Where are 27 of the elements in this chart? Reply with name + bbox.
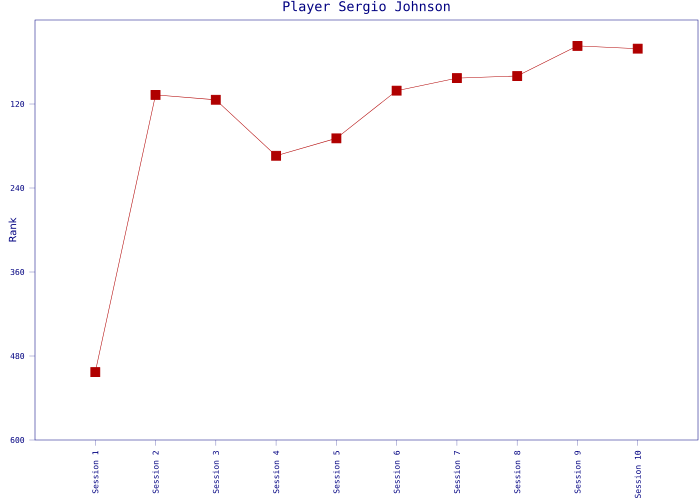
point bbox=[331, 133, 342, 144]
point bbox=[90, 367, 100, 378]
chart-title: Player Sergio Johnson bbox=[283, 0, 450, 14]
y-tick-label: 360 bbox=[10, 268, 24, 276]
point bbox=[452, 73, 462, 84]
point bbox=[632, 44, 643, 54]
x-tick-label: Session 8 bbox=[514, 450, 520, 494]
x-tick-label: Session 10 bbox=[634, 450, 641, 498]
x-tick-label: Session 7 bbox=[454, 451, 460, 494]
y-axis-title: Rank bbox=[8, 218, 16, 242]
x-tick-label: Session 3 bbox=[212, 451, 219, 494]
x-tick-label: Session 5 bbox=[333, 451, 340, 494]
point bbox=[210, 94, 221, 105]
x-tick-label: Session 1 bbox=[92, 450, 98, 494]
x-tick-label: Session 6 bbox=[394, 450, 400, 494]
y-tick-label: 240 bbox=[10, 184, 24, 192]
y-tick-label: 120 bbox=[11, 100, 24, 108]
point bbox=[572, 40, 582, 51]
point bbox=[271, 150, 282, 161]
point bbox=[392, 86, 402, 96]
x-tick-label: Session 4 bbox=[272, 450, 280, 494]
x-tick-label: Session 9 bbox=[574, 450, 581, 494]
point bbox=[512, 71, 522, 81]
x-tick-label: Session 2 bbox=[152, 451, 159, 494]
y-tick-label: 600 bbox=[10, 436, 24, 444]
y-tick-label: 480 bbox=[10, 352, 24, 360]
point bbox=[150, 90, 160, 100]
